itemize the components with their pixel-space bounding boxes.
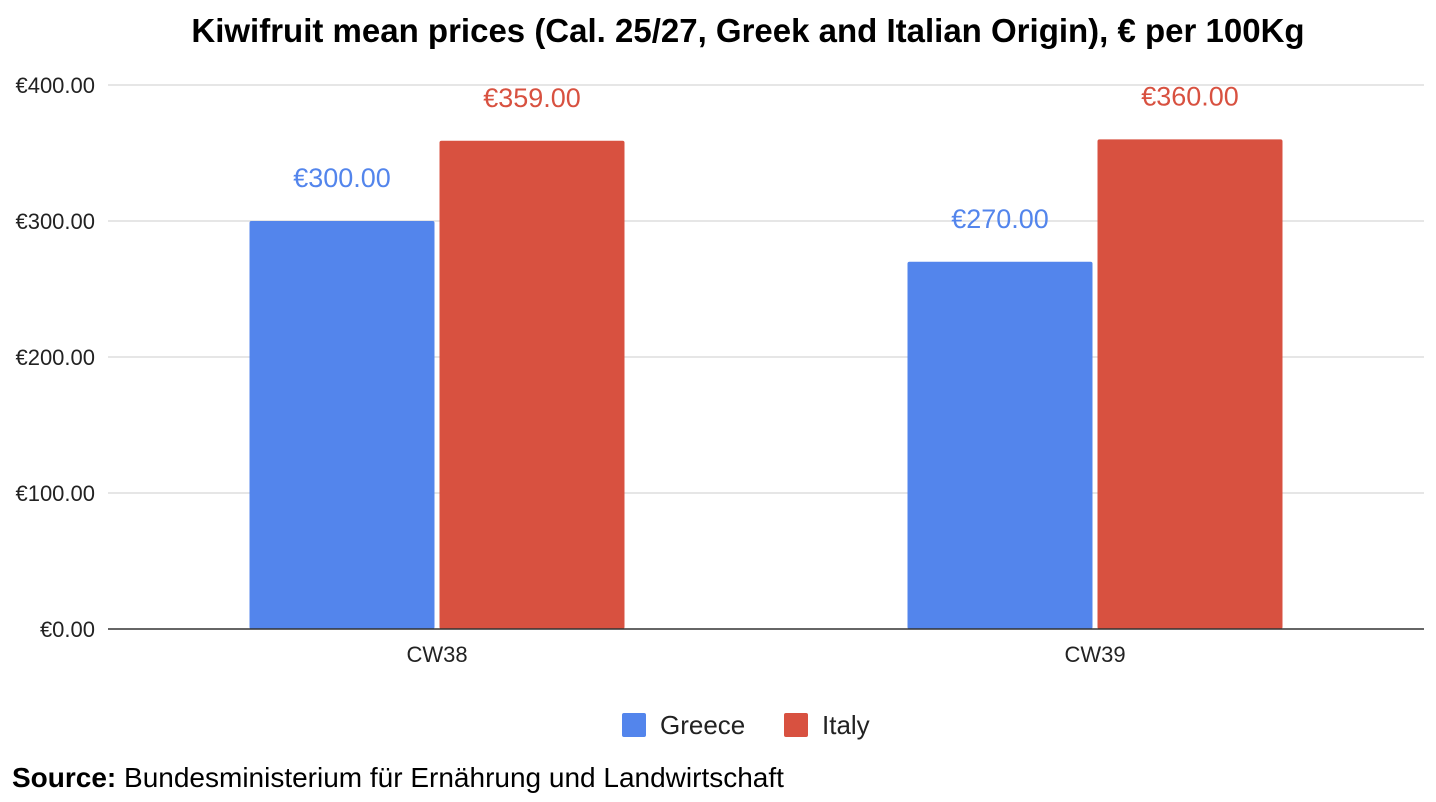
y-tick-label: €200.00 — [15, 345, 95, 370]
legend: Greece Italy — [622, 710, 870, 740]
bar-greece-cw39 — [907, 261, 1093, 629]
y-tick-label: €100.00 — [15, 481, 95, 506]
bar-chart: Kiwifruit mean prices (Cal. 25/27, Greek… — [15, 12, 1424, 740]
bar-italy-cw39 — [1097, 139, 1283, 629]
data-label: €359.00 — [483, 83, 581, 113]
y-axis-ticks: €0.00 €100.00 €200.00 €300.00 €400.00 — [15, 73, 95, 642]
legend-swatch-greece — [622, 713, 646, 737]
legend-label-italy: Italy — [822, 710, 870, 740]
data-label: €300.00 — [293, 163, 391, 193]
chart-title: Kiwifruit mean prices (Cal. 25/27, Greek… — [191, 12, 1304, 49]
x-tick-label: CW39 — [1064, 642, 1125, 667]
y-tick-label: €400.00 — [15, 73, 95, 98]
source-text: Bundesministerium für Ernährung und Land… — [116, 762, 784, 793]
x-axis-ticks: CW38 CW39 — [406, 642, 1125, 667]
data-label: €270.00 — [951, 204, 1049, 234]
bar-greece-cw38 — [249, 221, 435, 629]
data-labels: €300.00 €359.00 €270.00 €360.00 — [293, 81, 1239, 233]
y-tick-label: €0.00 — [40, 617, 95, 642]
x-tick-label: CW38 — [406, 642, 467, 667]
source-note: Source: Bundesministerium für Ernährung … — [12, 762, 784, 794]
bars — [249, 139, 1283, 629]
y-tick-label: €300.00 — [15, 209, 95, 234]
data-label: €360.00 — [1141, 81, 1239, 111]
legend-label-greece: Greece — [660, 710, 745, 740]
legend-swatch-italy — [784, 713, 808, 737]
source-label: Source: — [12, 762, 117, 793]
bar-italy-cw38 — [439, 140, 625, 629]
